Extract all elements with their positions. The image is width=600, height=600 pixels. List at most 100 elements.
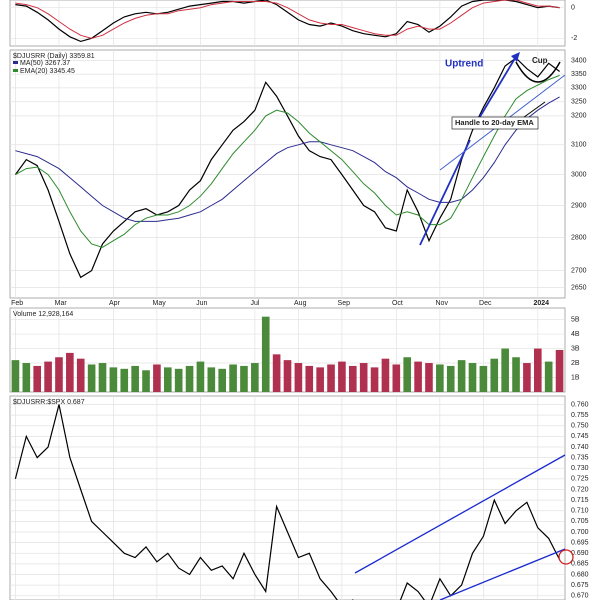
volume-bar <box>555 350 564 392</box>
y-tick-label: 3B <box>571 345 580 352</box>
y-tick-label: 0.695 <box>571 539 589 546</box>
y-tick-label: 0 <box>571 5 575 12</box>
volume-bar <box>479 365 488 392</box>
y-tick-label: 2B <box>571 360 580 367</box>
series-group <box>14 57 560 279</box>
y-tick-label: 2900 <box>571 202 587 209</box>
volume-bar <box>457 360 466 392</box>
y-tick-label: 0.670 <box>571 593 589 600</box>
volume-bar <box>174 368 183 392</box>
y-tick-label: 0.745 <box>571 433 589 440</box>
x-tick-label: Nov <box>436 300 449 307</box>
y-tick-label: 0.720 <box>571 486 589 493</box>
panel-frame <box>9 395 566 600</box>
y-tick-label: 3350 <box>571 71 587 78</box>
x-tick-label: May <box>153 300 167 307</box>
volume-bar <box>381 358 390 392</box>
y-tick-label: 0.705 <box>571 518 589 525</box>
volume-bar <box>98 363 107 392</box>
volume-bar <box>359 363 368 392</box>
panel-title: $DJUSRR (Daily) 3359.81 <box>13 53 95 60</box>
volume-bar <box>131 365 139 392</box>
y-tick-label: 0.690 <box>571 550 589 557</box>
annotation: Uptrend <box>445 59 483 70</box>
volume-bar <box>66 352 74 392</box>
y-tick-label: 2700 <box>571 267 587 274</box>
volume-bar <box>218 368 227 392</box>
x-tick-label: Sep <box>338 300 351 307</box>
y-tick-label: 0.725 <box>571 476 589 483</box>
volume-bar <box>153 364 161 392</box>
volume-bar <box>544 361 553 392</box>
volume-bar <box>163 367 172 392</box>
series-group <box>15 0 560 43</box>
volume-bar <box>76 358 85 392</box>
volume-bar <box>22 363 31 392</box>
volume-bar <box>251 363 259 392</box>
volume-bar <box>272 354 281 392</box>
arrow-head <box>511 52 520 62</box>
volume-bar <box>468 363 477 392</box>
volume-bar <box>414 361 422 392</box>
volume-bar <box>425 363 433 392</box>
annotation: Cup <box>532 56 548 65</box>
volume-bar <box>316 367 324 392</box>
y-tick-label: 5B <box>571 316 580 323</box>
y-tick-label: 0.750 <box>571 423 589 430</box>
y-tick-label: 0.715 <box>571 497 589 504</box>
volume-bar <box>436 364 444 392</box>
legend-swatch <box>13 61 18 64</box>
volume-bar <box>403 357 412 392</box>
volume-bar <box>533 348 542 392</box>
x-tick-label: Mar <box>55 300 68 307</box>
volume-bar <box>240 365 248 392</box>
x-tick-label: 2024 <box>533 300 549 307</box>
y-tick-label: 0.710 <box>571 508 589 515</box>
y-tick-label: 3100 <box>571 142 587 149</box>
x-tick-label: Feb <box>11 300 23 307</box>
volume-bar <box>512 357 520 392</box>
channel-upper <box>354 454 566 574</box>
volume-bar <box>392 364 401 392</box>
x-tick-label: Aug <box>294 300 307 307</box>
x-tick-label: Jun <box>196 300 207 307</box>
volume-bar <box>305 365 314 392</box>
y-tick-label: 3300 <box>571 85 587 92</box>
y-tick-label: 0.685 <box>571 561 589 568</box>
y-tick-label: 3200 <box>571 113 587 120</box>
y-tick-label: 1B <box>571 374 580 381</box>
x-tick-label: Apr <box>109 300 121 307</box>
x-tick-label: Dec <box>479 300 492 307</box>
volume-bar <box>283 360 292 392</box>
volume-bar <box>261 316 270 392</box>
volume-bar <box>294 363 303 392</box>
series-line <box>15 0 560 43</box>
volume-bar <box>109 367 118 392</box>
volume-bar <box>338 361 346 392</box>
volume-bar <box>446 365 455 392</box>
annotation: Handle to 20-day EMA <box>455 118 534 127</box>
uptrend-line <box>419 139 471 246</box>
y-tick-label: 0.735 <box>571 454 589 461</box>
volume-bar <box>11 360 20 392</box>
channel-lower <box>439 548 566 600</box>
series-line <box>15 74 560 248</box>
volume-bar <box>501 348 509 392</box>
y-tick-label: 2800 <box>571 234 587 241</box>
volume-bar <box>55 357 63 392</box>
y-tick-label: 0.680 <box>571 571 589 578</box>
y-tick-label: 3250 <box>571 99 587 106</box>
series-group <box>11 316 564 392</box>
y-tick-label: 3400 <box>571 57 587 64</box>
volume-bar <box>523 363 531 392</box>
volume-bar <box>120 368 129 392</box>
y-tick-label: 4B <box>571 331 580 338</box>
y-tick-label: 0.760 <box>571 401 589 408</box>
volume-bar <box>490 358 499 392</box>
uptrend-arrow <box>477 54 518 121</box>
volume-bar <box>33 365 42 392</box>
x-tick-label: Jul <box>251 300 260 307</box>
legend-label: EMA(20) 3345.45 <box>20 68 75 75</box>
volume-bar <box>207 367 216 392</box>
